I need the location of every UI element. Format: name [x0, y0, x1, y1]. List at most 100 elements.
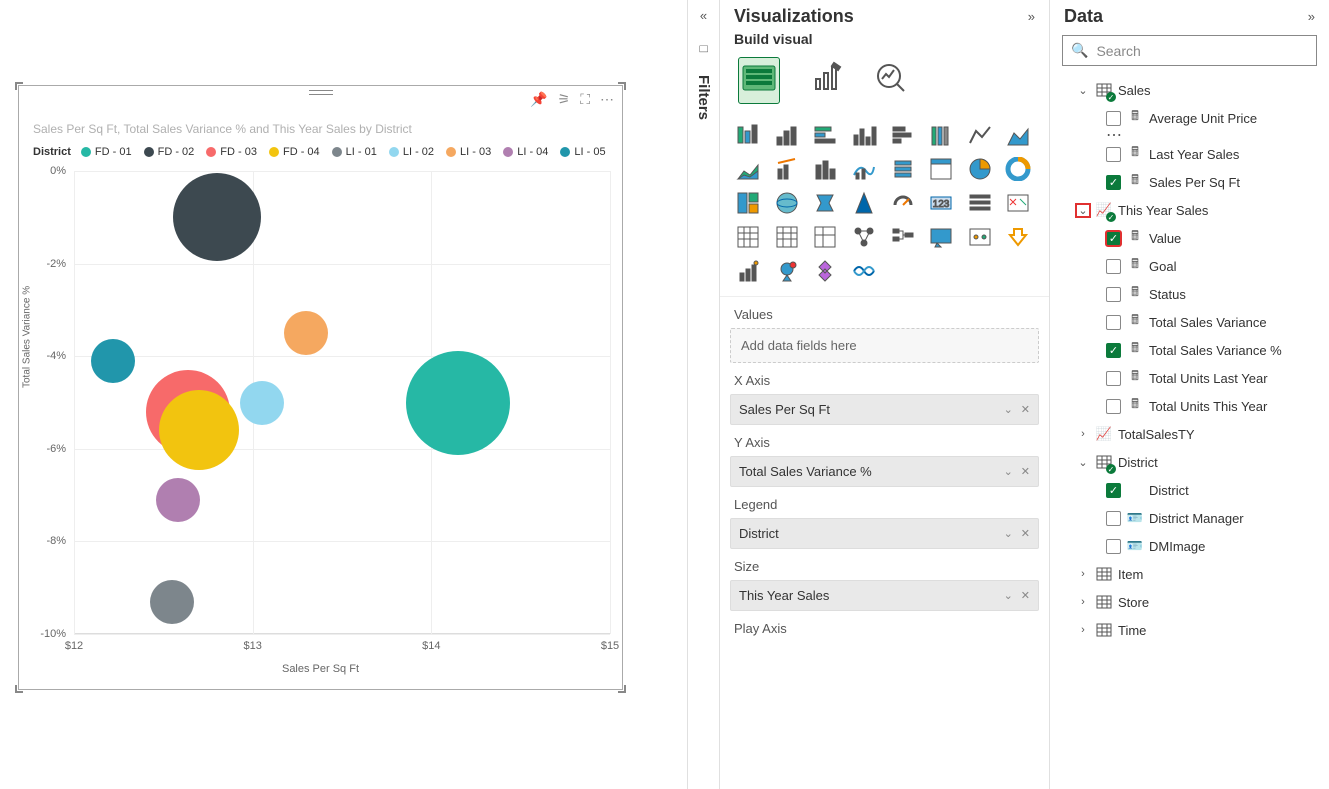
viz-type-button[interactable] [887, 222, 919, 252]
field-total-sales-variance[interactable]: ›🖩Total Sales Variance [1058, 308, 1321, 336]
viz-type-button[interactable] [848, 154, 880, 184]
checkbox[interactable] [1106, 111, 1121, 126]
field-dmimage[interactable]: ›🪪DMImage [1058, 532, 1321, 560]
bubble-point[interactable] [159, 390, 239, 470]
viz-type-button[interactable] [887, 188, 919, 218]
resize-handle-tr[interactable] [618, 82, 626, 90]
viz-type-button[interactable] [964, 222, 996, 252]
checkbox-checked[interactable]: ✓ [1106, 175, 1121, 190]
chevron-down-icon[interactable]: ⌄ [1004, 465, 1013, 478]
checkbox[interactable] [1106, 259, 1121, 274]
field-totalsalesty[interactable]: ›📈TotalSalesTY [1058, 420, 1321, 448]
more-options-icon[interactable]: ⋯ [600, 91, 614, 108]
values-well-drop[interactable]: Add data fields here [730, 328, 1039, 363]
field-district[interactable]: ›✓•District [1058, 476, 1321, 504]
field-this-year-sales[interactable]: ⌄📈This Year Sales [1058, 196, 1321, 224]
viz-type-button[interactable] [809, 154, 841, 184]
remove-icon[interactable]: ✕ [1021, 589, 1030, 602]
resize-handle-tl[interactable] [15, 82, 23, 90]
legend-item[interactable]: FD - 01 [81, 146, 132, 158]
viz-type-button[interactable] [1002, 154, 1034, 184]
table-item[interactable]: ›Item [1058, 560, 1321, 588]
viz-type-button[interactable] [848, 188, 880, 218]
viz-type-button[interactable] [771, 188, 803, 218]
checkbox-checked[interactable]: ✓ [1106, 343, 1121, 358]
remove-icon[interactable]: ✕ [1021, 403, 1030, 416]
viz-type-button[interactable] [732, 120, 764, 150]
bubble-point[interactable] [150, 580, 194, 624]
yaxis-well-pill[interactable]: Total Sales Variance % ⌄✕ [730, 456, 1039, 487]
table-district[interactable]: ⌄ District [1058, 448, 1321, 476]
analytics-tab[interactable] [874, 61, 908, 100]
expand-filters-icon[interactable]: « [700, 8, 707, 23]
viz-type-button[interactable] [1002, 222, 1034, 252]
remove-icon[interactable]: ✕ [1021, 527, 1030, 540]
viz-type-button[interactable] [732, 154, 764, 184]
viz-type-button[interactable] [887, 120, 919, 150]
bubble-point[interactable] [406, 351, 510, 455]
field-tys-goal[interactable]: 🖩Goal [1058, 252, 1321, 280]
bubble-point[interactable] [284, 311, 328, 355]
legend-item[interactable]: LI - 03 [446, 146, 491, 158]
pin-icon[interactable]: 📌 [530, 91, 547, 108]
search-input[interactable]: 🔍 Search [1062, 35, 1317, 66]
expand-chevron[interactable]: ⌄ [1076, 204, 1090, 217]
viz-type-button[interactable] [771, 120, 803, 150]
format-visual-tab[interactable] [810, 61, 844, 100]
viz-type-button[interactable] [809, 256, 841, 286]
bubble-point[interactable] [91, 339, 135, 383]
field-total-units-last-year[interactable]: ›🖩Total Units Last Year [1058, 364, 1321, 392]
chevron-down-icon[interactable]: ⌄ [1004, 527, 1013, 540]
viz-type-button[interactable]: 123 [925, 188, 957, 218]
viz-type-button[interactable] [732, 256, 764, 286]
field-total-sales-variance-pct[interactable]: ›✓🖩Total Sales Variance % [1058, 336, 1321, 364]
legend-item[interactable]: FD - 04 [269, 146, 320, 158]
viz-type-button[interactable] [848, 120, 880, 150]
viz-type-button[interactable] [848, 222, 880, 252]
resize-handle-bl[interactable] [15, 685, 23, 693]
table-time[interactable]: ›Time [1058, 616, 1321, 644]
checkbox[interactable] [1106, 315, 1121, 330]
viz-type-button[interactable] [925, 222, 957, 252]
bubble-point[interactable] [240, 381, 284, 425]
chevron-down-icon[interactable]: ⌄ [1004, 589, 1013, 602]
filter-icon[interactable]: ⚞ [558, 91, 571, 108]
xaxis-well-pill[interactable]: Sales Per Sq Ft ⌄✕ [730, 394, 1039, 425]
table-sales[interactable]: ⌄ Sales [1058, 76, 1321, 104]
field-tys-value[interactable]: ✓🖩Value [1058, 224, 1321, 252]
viz-type-button[interactable] [809, 188, 841, 218]
viz-type-button[interactable] [925, 154, 957, 184]
field-district-manager[interactable]: ›🪪District Manager [1058, 504, 1321, 532]
checkbox[interactable] [1106, 147, 1121, 162]
checkbox-checked[interactable]: ✓ [1106, 483, 1121, 498]
viz-type-button[interactable] [964, 188, 996, 218]
viz-type-button[interactable] [771, 154, 803, 184]
viz-type-button[interactable] [1002, 120, 1034, 150]
legend-item[interactable]: LI - 01 [332, 146, 377, 158]
field-avg-unit-price[interactable]: ›🖩Average Unit Price [1058, 104, 1321, 132]
collapse-data-icon[interactable]: » [1308, 9, 1315, 24]
checkbox[interactable] [1106, 399, 1121, 414]
legend-item[interactable]: LI - 04 [503, 146, 548, 158]
table-store[interactable]: ›Store [1058, 588, 1321, 616]
viz-type-button[interactable] [1002, 188, 1034, 218]
field-tys-status[interactable]: 🖩Status [1058, 280, 1321, 308]
legend-item[interactable]: LI - 05 [560, 146, 605, 158]
chevron-down-icon[interactable]: ⌄ [1004, 403, 1013, 416]
visual-container[interactable]: 📌 ⚞ ⛶ ⋯ Sales Per Sq Ft, Total Sales Var… [18, 85, 623, 690]
viz-type-button[interactable] [887, 154, 919, 184]
legend-item[interactable]: LI - 02 [389, 146, 434, 158]
viz-type-button[interactable] [809, 222, 841, 252]
focus-mode-icon[interactable]: ⛶ [580, 91, 590, 108]
checkbox[interactable] [1106, 511, 1121, 526]
filters-pane-collapsed[interactable]: « 􀋲 Filters [687, 0, 719, 789]
viz-type-button[interactable] [964, 154, 996, 184]
build-visual-tab[interactable] [738, 57, 780, 104]
checkbox-checked[interactable]: ✓ [1106, 231, 1121, 246]
checkbox[interactable] [1106, 371, 1121, 386]
checkbox[interactable] [1106, 287, 1121, 302]
remove-icon[interactable]: ✕ [1021, 465, 1030, 478]
viz-type-button[interactable] [771, 256, 803, 286]
viz-type-button[interactable] [732, 222, 764, 252]
drag-handle[interactable] [309, 90, 333, 95]
